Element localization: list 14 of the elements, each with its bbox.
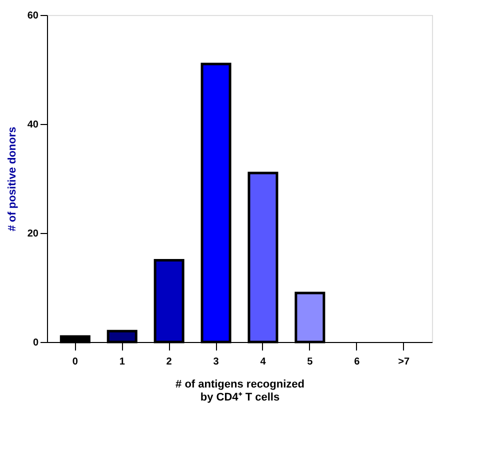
x-tick-label: 0: [72, 356, 78, 368]
x-tick-label: 5: [307, 356, 314, 368]
y-axis-title: # of positive donors: [6, 126, 18, 232]
x-tick-label: 3: [213, 356, 220, 368]
x-tick-label: 2: [166, 356, 172, 368]
x-tick-label: 6: [354, 356, 360, 368]
y-tick-label: 0: [32, 338, 39, 348]
x-tick-label: >7: [398, 356, 410, 368]
y-tick-label: 60: [27, 10, 39, 22]
y-tick-label: 40: [27, 120, 39, 130]
x-tick-label: 1: [119, 356, 126, 368]
y-tick-label: 20: [27, 228, 39, 240]
x-axis-title: # of antigens recognized by CD4⁺ T cells: [176, 378, 304, 404]
x-tick-label: 4: [260, 356, 266, 368]
